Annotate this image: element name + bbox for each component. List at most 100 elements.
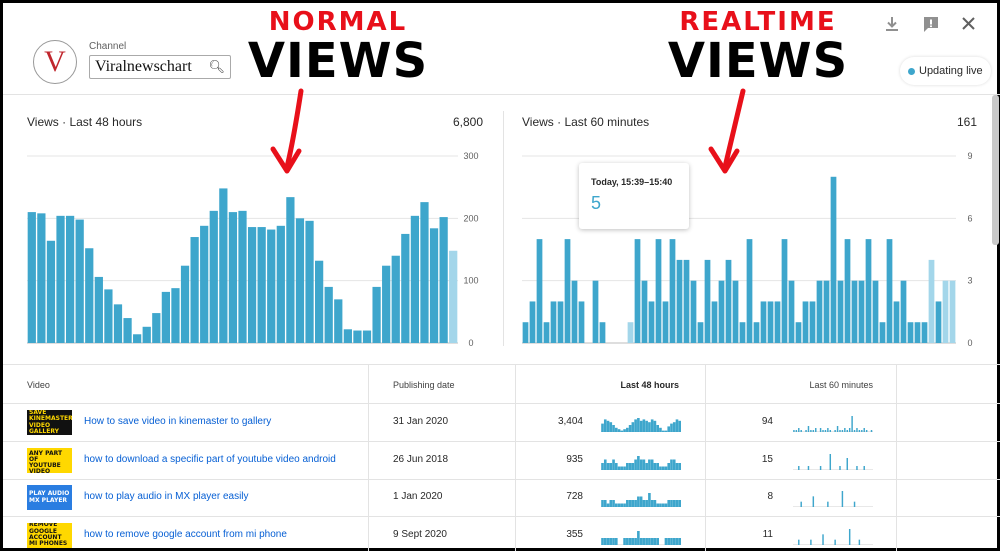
- chart-bar[interactable]: [295, 218, 305, 343]
- chart-bar[interactable]: [795, 322, 802, 343]
- chart-bar[interactable]: [739, 322, 746, 343]
- col-header-date[interactable]: Publishing date: [393, 380, 455, 390]
- table-row[interactable]: SAVE KINEMASTER VIDEO GALLERY How to save…: [3, 404, 1000, 441]
- chart-bar[interactable]: [676, 259, 683, 343]
- chart-bar[interactable]: [171, 288, 180, 343]
- chart-bar[interactable]: [27, 212, 36, 343]
- chart-bar[interactable]: [543, 322, 550, 343]
- chart-bar[interactable]: [104, 289, 113, 343]
- feedback-icon[interactable]: [921, 14, 941, 34]
- chart-bar[interactable]: [760, 301, 767, 343]
- chart-bar[interactable]: [353, 330, 362, 343]
- chart-bar[interactable]: [362, 330, 372, 343]
- chart-bar[interactable]: [725, 259, 732, 343]
- table-row[interactable]: DOWNLOAD ANY PART OF YOUTUBE VIDEO how to…: [3, 442, 1000, 479]
- chart-bar[interactable]: [410, 215, 420, 343]
- chart-bar[interactable]: [372, 286, 381, 343]
- chart-bar[interactable]: [401, 233, 410, 343]
- chart-bar[interactable]: [305, 220, 314, 343]
- chart-bar[interactable]: [634, 239, 641, 343]
- chart-bar[interactable]: [133, 334, 142, 343]
- chart-bar[interactable]: [928, 259, 935, 343]
- chart-bar[interactable]: [522, 322, 529, 343]
- views-48h-chart[interactable]: 300 200 100 0: [3, 143, 503, 353]
- chart-bar[interactable]: [655, 239, 662, 343]
- chart-bar[interactable]: [180, 265, 190, 343]
- chart-bar[interactable]: [152, 313, 161, 343]
- chart-bar[interactable]: [746, 239, 753, 343]
- channel-selector[interactable]: Viralnewschart 🔍︎: [89, 55, 231, 79]
- chart-bar[interactable]: [935, 301, 942, 343]
- chart-bar[interactable]: [851, 280, 858, 343]
- chart-bar[interactable]: [247, 227, 257, 343]
- chart-bar[interactable]: [830, 176, 837, 343]
- chart-bar[interactable]: [816, 280, 823, 343]
- chart-bar[interactable]: [315, 260, 324, 343]
- video-title-link[interactable]: how to play audio in MX player easily: [84, 491, 249, 502]
- chart-bar[interactable]: [662, 301, 669, 343]
- chart-bar[interactable]: [228, 212, 238, 343]
- chart-bar[interactable]: [324, 286, 333, 343]
- chart-bar[interactable]: [907, 322, 914, 343]
- download-icon[interactable]: [883, 15, 901, 33]
- chart-bar[interactable]: [94, 276, 103, 343]
- chart-bar[interactable]: [56, 215, 65, 343]
- chart-bar[interactable]: [921, 322, 928, 343]
- chart-bar[interactable]: [219, 188, 228, 343]
- table-row[interactable]: REMOVE GOOGLE ACCOUNT MI PHONES how to re…: [3, 517, 1000, 551]
- chart-bar[interactable]: [334, 299, 343, 343]
- chart-bar[interactable]: [802, 301, 809, 343]
- chart-bar[interactable]: [529, 301, 536, 343]
- chart-bar[interactable]: [788, 280, 795, 343]
- chart-bar[interactable]: [900, 280, 907, 343]
- video-thumbnail[interactable]: SAVE KINEMASTER VIDEO GALLERY: [27, 410, 72, 435]
- chart-bar[interactable]: [914, 322, 921, 343]
- scrollbar-thumb[interactable]: [992, 95, 999, 245]
- chart-bar[interactable]: [949, 280, 956, 343]
- chart-bar[interactable]: [781, 239, 788, 343]
- chart-bar[interactable]: [382, 265, 391, 343]
- chart-bar[interactable]: [942, 280, 949, 343]
- chart-bar[interactable]: [257, 227, 266, 343]
- chart-bar[interactable]: [536, 239, 543, 343]
- chart-bar[interactable]: [37, 213, 46, 343]
- chart-bar[interactable]: [391, 255, 400, 343]
- chart-bar[interactable]: [872, 280, 879, 343]
- video-title-link[interactable]: How to save video in kinemaster to galle…: [84, 416, 272, 427]
- chart-bar[interactable]: [75, 219, 84, 343]
- chart-bar[interactable]: [564, 239, 571, 343]
- table-row[interactable]: PLAY AUDIO MX PLAYER how to play audio in…: [3, 479, 1000, 516]
- chart-bar[interactable]: [697, 322, 704, 343]
- chart-bar[interactable]: [209, 210, 218, 343]
- channel-avatar[interactable]: V: [33, 40, 77, 84]
- chart-bar[interactable]: [823, 280, 830, 343]
- chart-bar[interactable]: [113, 304, 123, 343]
- video-thumbnail[interactable]: DOWNLOAD ANY PART OF YOUTUBE VIDEO: [27, 447, 72, 473]
- close-icon[interactable]: [960, 15, 977, 32]
- chart-bar[interactable]: [267, 229, 276, 343]
- video-title-link[interactable]: how to remove google account from mi pho…: [84, 528, 287, 540]
- chart-bar[interactable]: [46, 240, 56, 343]
- chart-bar[interactable]: [753, 322, 760, 343]
- chart-bar[interactable]: [343, 329, 352, 343]
- video-thumbnail[interactable]: PLAY AUDIO MX PLAYER: [27, 485, 72, 510]
- chart-bar[interactable]: [557, 301, 564, 343]
- chart-bar[interactable]: [837, 280, 844, 343]
- video-thumbnail[interactable]: REMOVE GOOGLE ACCOUNT MI PHONES: [27, 522, 72, 548]
- chart-bar[interactable]: [571, 280, 578, 343]
- col-header-48h[interactable]: Last 48 hours: [620, 380, 679, 390]
- chart-bar[interactable]: [449, 250, 458, 343]
- chart-bar[interactable]: [200, 225, 209, 343]
- search-icon[interactable]: 🔍︎: [208, 59, 225, 75]
- chart-bar[interactable]: [858, 280, 865, 343]
- chart-bar[interactable]: [683, 259, 690, 343]
- chart-bar[interactable]: [886, 239, 893, 343]
- col-header-60m[interactable]: Last 60 minutes: [809, 380, 873, 390]
- chart-bar[interactable]: [767, 301, 774, 343]
- chart-bar[interactable]: [190, 237, 199, 343]
- chart-bar[interactable]: [123, 318, 132, 343]
- chart-bar[interactable]: [669, 239, 676, 343]
- chart-bar[interactable]: [550, 301, 557, 343]
- chart-bar[interactable]: [592, 280, 599, 343]
- chart-bar[interactable]: [704, 259, 711, 343]
